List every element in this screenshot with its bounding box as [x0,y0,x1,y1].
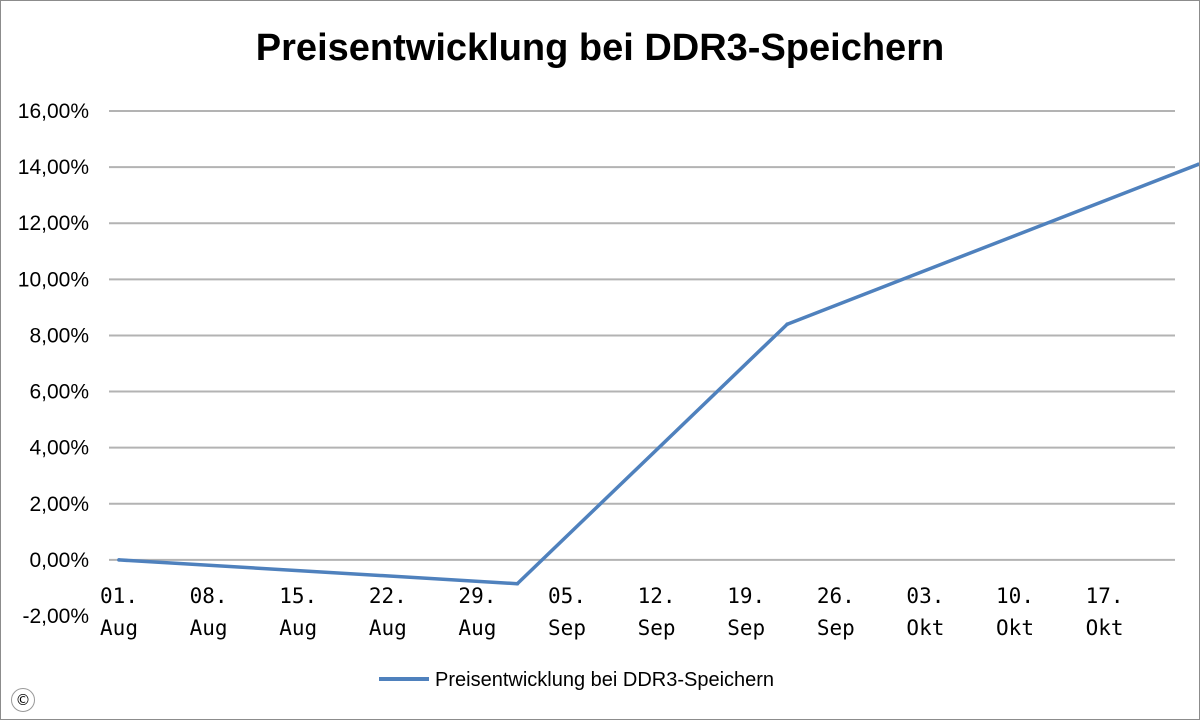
data-point [785,322,789,327]
y-tick-label: -2,00% [22,605,89,628]
x-tick-label: 22. Aug [369,584,407,640]
y-tick-label: 10,00% [18,268,89,291]
x-tick-label: 10. Okt [996,584,1034,640]
y-tick-label: 8,00% [29,324,89,347]
series-line [117,162,1199,586]
x-tick-label: 15. Aug [279,584,317,640]
x-tick-label: 05. Sep [548,584,586,640]
y-tick-label: 4,00% [29,437,89,460]
y-tick-label: 2,00% [29,493,89,516]
y-tick-label: 0,00% [29,549,89,572]
data-point [515,581,520,586]
x-tick-label: 19. Sep [727,584,765,640]
x-tick-label: 12. Sep [638,584,676,640]
data-point [117,558,121,562]
x-tick-label: 17. Okt [1086,584,1124,640]
y-tick-label: 6,00% [29,381,89,404]
chart-title: Preisentwicklung bei DDR3-Speichern [255,27,945,69]
x-tick-label: 08. Aug [190,584,228,640]
x-tick-label: 03. Okt [906,584,944,640]
y-tick-label: 14,00% [18,156,89,179]
x-tick-label: 26. Sep [817,584,855,640]
legend-label: Preisentwicklung bei DDR3-Speichern [435,669,774,691]
copyright-badge: © [11,688,35,712]
data-point [1196,162,1199,167]
y-tick-label: 12,00% [18,212,89,235]
x-tick-label: 29. Aug [458,584,496,640]
y-tick-label: 16,00% [18,100,89,123]
x-tick-label: 01. Aug [100,584,138,640]
